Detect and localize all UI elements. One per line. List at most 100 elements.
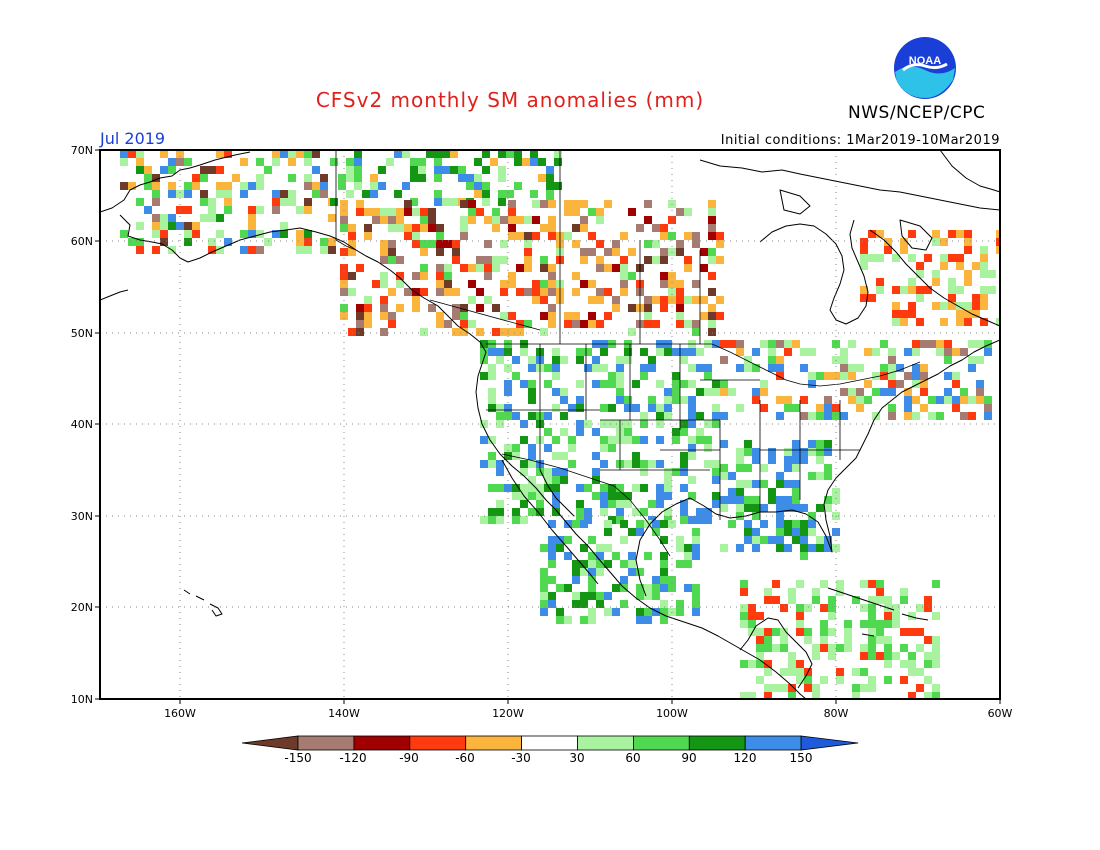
anomaly-cell — [812, 644, 820, 652]
anomaly-cell — [660, 272, 668, 280]
anomaly-cell — [544, 412, 552, 420]
anomaly-cell — [354, 174, 362, 182]
anomaly-cell — [592, 428, 600, 436]
anomaly-cell — [988, 270, 996, 278]
anomaly-cell — [680, 500, 688, 508]
anomaly-cell — [688, 444, 696, 452]
anomaly-cell — [824, 412, 832, 420]
anomaly-cell — [728, 496, 736, 504]
anomaly-cell — [604, 592, 612, 600]
anomaly-cell — [676, 248, 684, 256]
anomaly-cell — [912, 380, 920, 388]
anomaly-cell — [584, 348, 592, 356]
anomaly-cell — [708, 224, 716, 232]
anomaly-cell — [380, 248, 388, 256]
anomaly-cell — [668, 288, 676, 296]
anomaly-cell — [616, 380, 624, 388]
anomaly-cell — [484, 256, 492, 264]
anomaly-cell — [736, 456, 744, 464]
anomaly-cell — [508, 224, 516, 232]
anomaly-cell — [588, 208, 596, 216]
anomaly-cell — [476, 264, 484, 272]
anomaly-cell — [656, 460, 664, 468]
anomaly-cell — [896, 364, 904, 372]
anomaly-cell — [492, 208, 500, 216]
anomaly-cell — [444, 240, 452, 248]
anomaly-cell — [136, 198, 144, 206]
anomaly-cell — [856, 364, 864, 372]
anomaly-cell — [354, 166, 362, 174]
anomaly-cell — [272, 198, 280, 206]
anomaly-cell — [576, 484, 584, 492]
anomaly-cell — [580, 560, 588, 568]
anomaly-cell — [656, 412, 664, 420]
lon-ticks — [179, 699, 1001, 704]
anomaly-cell — [904, 412, 912, 420]
anomaly-cell — [412, 288, 420, 296]
anomaly-cell — [808, 520, 816, 528]
anomaly-cell — [684, 264, 692, 272]
anomaly-cell — [940, 318, 948, 326]
anomaly-cell — [420, 240, 428, 248]
anomaly-cell — [924, 652, 932, 660]
anomaly-cell — [168, 214, 176, 222]
canada-province-lines — [429, 150, 701, 344]
anomaly-cell — [200, 214, 208, 222]
anomaly-cell — [852, 684, 860, 692]
anomaly-cell — [596, 544, 604, 552]
anomaly-cell — [312, 190, 320, 198]
anomaly-cell — [760, 480, 768, 488]
noaa-logo-text: NOAA — [909, 55, 941, 67]
anomaly-cell — [576, 428, 584, 436]
anomaly-cell — [312, 150, 320, 158]
anomaly-cell — [652, 592, 660, 600]
anomaly-cell — [600, 404, 608, 412]
anomaly-cell — [532, 296, 540, 304]
anomaly-cell — [668, 520, 676, 528]
anomaly-cell — [860, 604, 868, 612]
anomaly-cell — [660, 304, 668, 312]
anomaly-cell — [656, 484, 664, 492]
anomaly-cell — [720, 472, 728, 480]
anomaly-cell — [824, 448, 832, 456]
anomaly-cell — [824, 440, 832, 448]
anomaly-cell — [120, 158, 128, 166]
anomaly-cell — [924, 604, 932, 612]
anomaly-cell — [460, 312, 468, 320]
legend-swatch — [409, 735, 467, 751]
anomaly-cell — [364, 296, 372, 304]
anomaly-cell — [904, 348, 912, 356]
anomaly-cell — [900, 286, 908, 294]
anomaly-cell — [604, 560, 612, 568]
anomaly-cell — [588, 568, 596, 576]
anomaly-cell — [888, 412, 896, 420]
anomaly-cell — [346, 174, 354, 182]
anomaly-cell — [660, 536, 668, 544]
anomaly-cell — [652, 520, 660, 528]
anomaly-cell — [904, 404, 912, 412]
anomaly-cell — [860, 684, 868, 692]
anomaly-cell — [554, 158, 562, 166]
anomaly-cell — [812, 596, 820, 604]
anomaly-cell — [760, 380, 768, 388]
anomaly-cell — [508, 208, 516, 216]
legend-label: 150 — [790, 751, 813, 765]
anomaly-cell — [888, 404, 896, 412]
anomaly-cell — [580, 256, 588, 264]
anomaly-cell — [476, 256, 484, 264]
anomaly-cell — [684, 584, 692, 592]
anomaly-cell — [588, 312, 596, 320]
anomaly-cell — [136, 150, 144, 158]
anomaly-cell — [900, 676, 908, 684]
anomaly-cell — [492, 216, 500, 224]
anomaly-cell — [544, 484, 552, 492]
anomaly-cell — [460, 224, 468, 232]
anomaly-cell — [532, 288, 540, 296]
anomaly-cell — [348, 328, 356, 336]
anomaly-cell — [512, 372, 520, 380]
anomaly-cell — [940, 254, 948, 262]
anomaly-cell — [280, 198, 288, 206]
anomaly-cell — [496, 356, 504, 364]
anomaly-cell — [836, 644, 844, 652]
anomaly-cell — [312, 166, 320, 174]
